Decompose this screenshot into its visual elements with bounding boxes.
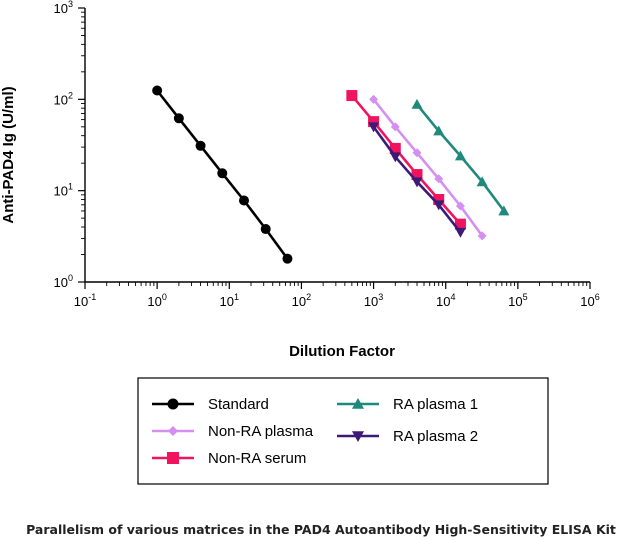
x-tick-label: 105 — [508, 292, 527, 309]
y-tick-label: 102 — [54, 90, 73, 107]
data-point — [167, 398, 179, 410]
legend-label: Non-RA plasma — [208, 423, 314, 440]
data-point — [352, 431, 364, 442]
x-tick-label: 104 — [436, 292, 455, 309]
data-point — [217, 168, 228, 179]
data-point — [498, 205, 510, 216]
legend-box — [137, 377, 549, 485]
data-point — [433, 200, 445, 211]
data-point — [389, 142, 401, 154]
y-tick-label: 100 — [54, 273, 73, 290]
data-point — [411, 177, 423, 188]
data-point — [168, 426, 178, 436]
legend-item: RA plasma 1 — [337, 396, 478, 413]
data-point — [454, 150, 466, 161]
data-point — [454, 218, 466, 230]
data-point — [346, 90, 358, 102]
legend-item: Non-RA serum — [152, 450, 306, 467]
series-standard — [152, 85, 293, 264]
data-point — [260, 224, 271, 235]
data-point — [434, 174, 444, 184]
x-tick-label: 101 — [220, 292, 239, 309]
legend-label: Standard — [208, 396, 269, 413]
y-axis-title: Anti-PAD4 Ig (U/ml) — [0, 86, 17, 223]
legend: Standard Non-RA plasma Non-RA serum RA plas… — [137, 377, 549, 485]
y-tick-label: 103 — [54, 0, 73, 16]
series-line — [372, 98, 484, 237]
series-ra-plasma-2 — [368, 122, 466, 238]
series-non-ra-serum — [346, 90, 466, 230]
data-point — [369, 94, 379, 104]
data-point — [173, 113, 184, 124]
x-tick-label: 102 — [292, 292, 311, 309]
data-point — [390, 122, 400, 132]
x-tick-label: 103 — [364, 292, 383, 309]
legend-label: RA plasma 2 — [393, 428, 478, 445]
data-point — [433, 125, 445, 136]
series-non-ra-plasma — [369, 94, 487, 241]
data-point — [368, 122, 380, 133]
figure-caption: Parallelism of various matrices in the P… — [26, 522, 616, 537]
data-point — [477, 231, 487, 241]
data-point — [476, 176, 488, 187]
plot-area — [152, 85, 510, 264]
data-point — [389, 152, 401, 163]
data-point — [412, 148, 422, 158]
legend-item: Non-RA plasma — [152, 423, 314, 440]
series-ra-plasma-1 — [411, 98, 510, 216]
y-tick-label: 101 — [54, 182, 73, 199]
legend-item: RA plasma 2 — [337, 428, 478, 445]
data-point — [411, 169, 423, 181]
data-point — [152, 85, 163, 96]
x-axis-title: Dilution Factor — [289, 343, 395, 360]
legend-label: RA plasma 1 — [393, 396, 478, 413]
data-point — [239, 195, 250, 206]
legend-item: Standard — [152, 396, 269, 413]
x-tick-label: 10-1 — [74, 292, 96, 309]
x-tick-label: 106 — [580, 292, 599, 309]
data-point — [167, 452, 179, 464]
data-point — [368, 116, 380, 128]
data-point — [195, 140, 206, 151]
data-point — [282, 253, 293, 264]
data-point — [411, 98, 423, 109]
data-point — [352, 398, 364, 409]
data-point — [454, 227, 466, 238]
data-point — [455, 201, 465, 211]
data-point — [433, 194, 445, 206]
x-tick-label: 100 — [147, 292, 166, 309]
legend-label: Non-RA serum — [208, 450, 306, 467]
